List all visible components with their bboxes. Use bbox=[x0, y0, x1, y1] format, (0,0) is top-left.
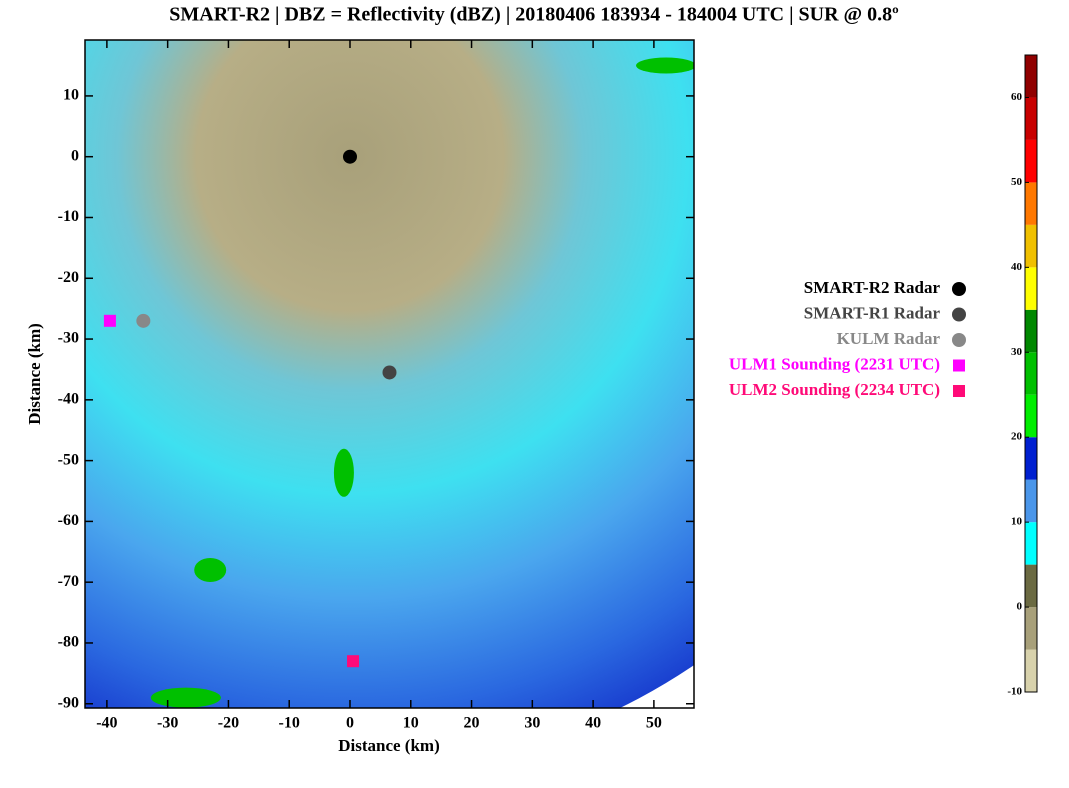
legend-label: SMART-R2 Radar bbox=[804, 278, 941, 297]
marker bbox=[136, 313, 151, 328]
colorbar-tick-label: 10 bbox=[1011, 516, 1023, 528]
y-tick-label: -40 bbox=[58, 391, 79, 408]
colorbar-segment bbox=[1025, 309, 1037, 353]
x-tick-label: 30 bbox=[524, 715, 540, 732]
colorbar-segment bbox=[1025, 607, 1037, 650]
y-tick-label: -80 bbox=[58, 634, 79, 651]
legend-label: ULM2 Sounding (2234 UTC) bbox=[729, 380, 940, 399]
marker bbox=[342, 149, 357, 164]
colorbar-segment bbox=[1025, 394, 1037, 438]
x-tick-label: 10 bbox=[403, 715, 419, 732]
colorbar-tick-label: 20 bbox=[1011, 431, 1023, 443]
legend-marker bbox=[953, 385, 965, 397]
colorbar-segment bbox=[1025, 97, 1037, 140]
echo bbox=[636, 57, 694, 74]
x-tick-label: 0 bbox=[346, 715, 354, 732]
colorbar-segment bbox=[1025, 224, 1037, 268]
y-axis-label: Distance (km) bbox=[25, 323, 44, 425]
y-tick-label: -70 bbox=[58, 573, 79, 590]
legend-marker bbox=[952, 333, 966, 347]
y-tick-label: -20 bbox=[58, 269, 79, 286]
legend-label: SMART-R1 Radar bbox=[804, 303, 941, 322]
y-tick-label: -10 bbox=[58, 208, 79, 225]
colorbar-segment bbox=[1025, 564, 1037, 608]
colorbar-segment bbox=[1025, 352, 1037, 395]
y-tick-label: 10 bbox=[63, 87, 79, 104]
colorbar-tick-label: -10 bbox=[1007, 686, 1022, 698]
colorbar-segment bbox=[1025, 479, 1037, 523]
legend-marker bbox=[952, 307, 966, 322]
colorbar-segment bbox=[1025, 437, 1037, 480]
plot-frame bbox=[84, 39, 695, 709]
x-axis-label: Distance (km) bbox=[338, 736, 440, 755]
colorbar-tick-label: 50 bbox=[1011, 176, 1023, 188]
x-tick-label: 40 bbox=[585, 715, 601, 732]
colorbar-segment bbox=[1025, 649, 1037, 692]
chart-title: SMART-R2 | DBZ = Reflectivity (dBZ) | 20… bbox=[169, 4, 899, 26]
legend-label: KULM Radar bbox=[837, 329, 941, 348]
y-tick-label: -60 bbox=[58, 512, 79, 529]
y-tick-label: -90 bbox=[58, 694, 79, 711]
y-tick-label: -50 bbox=[58, 451, 79, 468]
echo bbox=[150, 687, 221, 708]
colorbar-tick-label: 0 bbox=[1017, 601, 1023, 613]
colorbar-segment bbox=[1025, 182, 1037, 225]
marker bbox=[382, 365, 397, 380]
x-tick-label: -30 bbox=[157, 715, 178, 732]
echo bbox=[194, 558, 227, 583]
colorbar-segment bbox=[1025, 267, 1037, 310]
echo bbox=[333, 448, 354, 497]
y-tick-label: -30 bbox=[58, 330, 79, 347]
colorbar-segment bbox=[1025, 522, 1037, 565]
y-tick-label: 0 bbox=[71, 147, 79, 164]
colorbar-segment bbox=[1025, 139, 1037, 183]
marker bbox=[347, 655, 360, 668]
colorbar-frame bbox=[1024, 54, 1038, 693]
x-tick-label: 20 bbox=[464, 715, 480, 732]
colorbar-tick-label: 60 bbox=[1011, 91, 1023, 103]
x-tick-label: -20 bbox=[218, 715, 239, 732]
legend-marker bbox=[953, 359, 965, 372]
x-tick-label: 50 bbox=[646, 715, 662, 732]
colorbar-segment bbox=[1025, 55, 1037, 98]
colorbar-tick-label: 30 bbox=[1011, 346, 1023, 358]
x-tick-label: -10 bbox=[279, 715, 300, 732]
marker bbox=[103, 314, 116, 327]
x-tick-label: -40 bbox=[96, 715, 117, 732]
legend-marker bbox=[952, 282, 966, 296]
legend-label: ULM1 Sounding (2231 UTC) bbox=[729, 354, 940, 373]
colorbar-tick-label: 40 bbox=[1011, 261, 1023, 273]
